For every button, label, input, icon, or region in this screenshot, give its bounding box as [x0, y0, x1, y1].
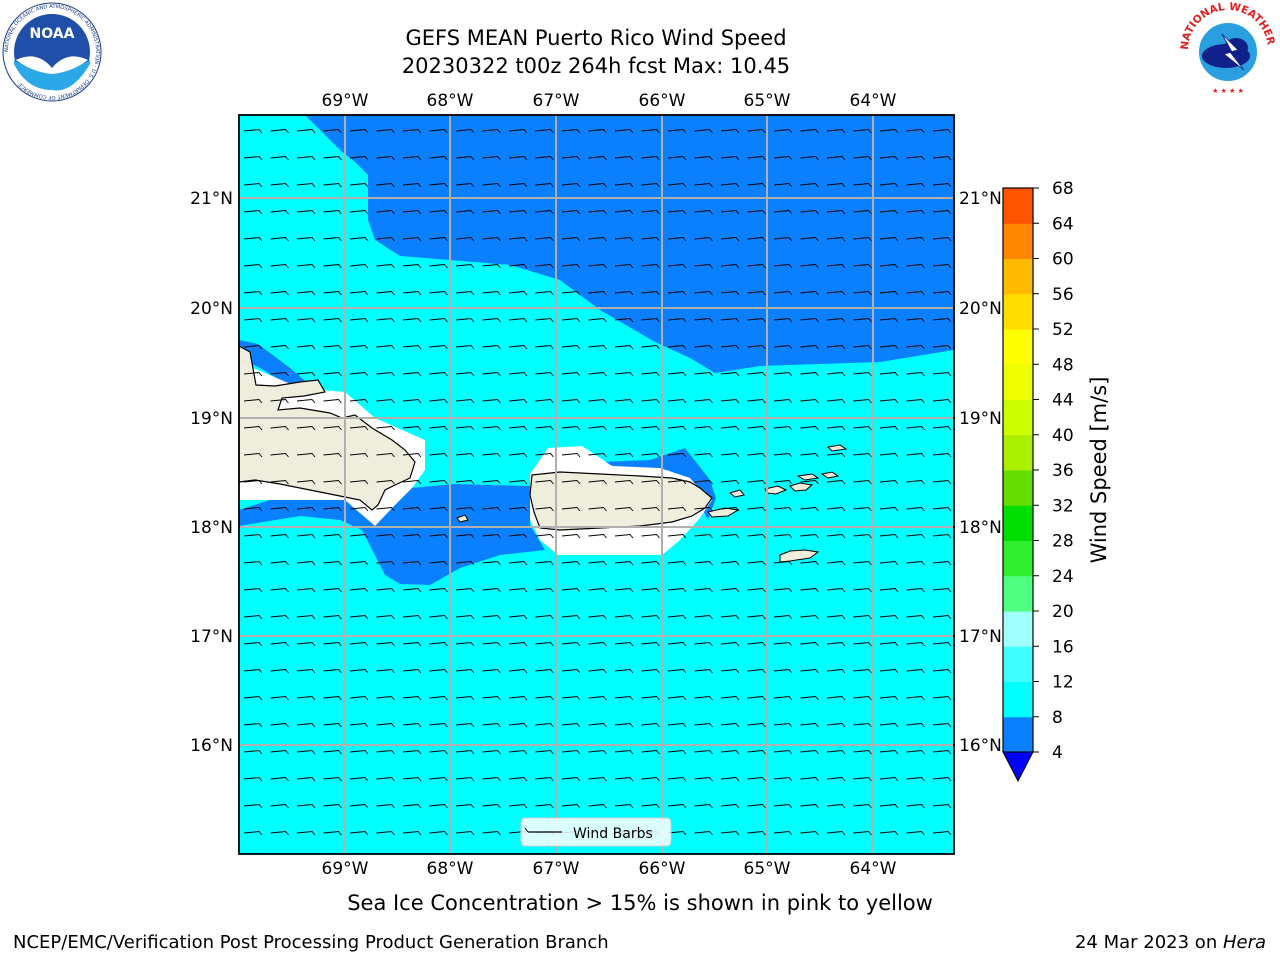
colorbar-segment: [1003, 681, 1033, 718]
colorbar-tick-label: 8: [1052, 708, 1063, 728]
lon-labels-bottom: 69°W 68°W 67°W 66°W 65°W 64°W: [322, 859, 897, 879]
wind-barbs-field: [239, 115, 954, 854]
lat-label-right: 21°N: [959, 189, 1002, 209]
colorbar-tick-label: 52: [1052, 320, 1074, 340]
lon-label-top: 65°W: [744, 91, 791, 111]
lat-label-right: 20°N: [959, 299, 1002, 319]
noaa-logo-text: NOAA: [30, 26, 75, 42]
colorbar-tick-label: 20: [1052, 602, 1074, 622]
lat-labels-left: 21°N 20°N 19°N 18°N 17°N 16°N: [190, 189, 233, 756]
colorbar-tick-label: 28: [1052, 532, 1074, 552]
graticule: [239, 115, 954, 854]
colorbar-tick-label: 4: [1052, 743, 1063, 763]
lat-label-right: 16°N: [959, 736, 1002, 756]
colorbar-tick-label: 16: [1052, 637, 1074, 657]
colorbar-segments: [1003, 188, 1033, 753]
colorbar-segment: [1003, 258, 1033, 295]
lat-label-right: 18°N: [959, 518, 1002, 538]
plot-title-line1: GEFS MEAN Puerto Rico Wind Speed: [405, 26, 787, 50]
colorbar-segment: [1003, 434, 1033, 471]
footer-date: 24 Mar 2023 on: [1074, 932, 1223, 953]
colorbar-segment: [1003, 646, 1033, 682]
lat-label-left: 20°N: [190, 299, 233, 319]
lat-label-left: 18°N: [190, 518, 233, 538]
colorbar-segment: [1003, 505, 1033, 541]
wind-barbs-legend: Wind Barbs: [520, 817, 672, 847]
lon-label-bottom: 68°W: [427, 859, 474, 879]
footer-left: NCEP/EMC/Verification Post Processing Pr…: [13, 932, 609, 953]
colorbar-tick-label: 48: [1052, 355, 1074, 375]
lat-label-right: 17°N: [959, 627, 1002, 647]
colorbar-label: Wind Speed [m/s]: [1087, 377, 1111, 564]
colorbar-tick-label: 24: [1052, 567, 1074, 587]
colorbar-segment: [1003, 575, 1033, 612]
colorbar-underflow-triangle: [1002, 751, 1034, 783]
lat-label-left: 16°N: [190, 736, 233, 756]
lon-label-top: 69°W: [322, 91, 369, 111]
footer-machine: Hera: [1222, 932, 1266, 953]
colorbar-segment: [1003, 399, 1033, 436]
colorbar-tick-label: 68: [1052, 179, 1074, 199]
sea-ice-note-text: Sea Ice Concentration > 15% is shown in …: [347, 891, 933, 915]
colorbar-segment: [1003, 470, 1033, 506]
legend-label: Wind Barbs: [573, 826, 653, 842]
lon-label-top: 67°W: [533, 91, 580, 111]
colorbar-tick-label: 12: [1052, 673, 1074, 693]
colorbar-segment: [1003, 329, 1033, 365]
colorbar-tick-label: 60: [1052, 250, 1074, 270]
colorbar-tick-label: 44: [1052, 391, 1074, 411]
lon-label-top: 64°W: [850, 91, 897, 111]
nws-logo: NATIONAL WEATHER SERVICE ★ ★ ★ ★: [1174, 0, 1278, 100]
lat-label-left: 19°N: [190, 409, 233, 429]
lat-label-left: 17°N: [190, 627, 233, 647]
footer-right: 24 Mar 2023 on Hera: [1075, 932, 1266, 953]
colorbar-tick-label: 32: [1052, 496, 1074, 516]
colorbar-tick-label: 56: [1052, 285, 1074, 305]
lon-label-bottom: 66°W: [639, 859, 686, 879]
sea-ice-note: Sea Ice Concentration > 15% is shown in …: [0, 891, 1280, 915]
lon-label-bottom: 65°W: [744, 859, 791, 879]
lon-labels-top: 69°W 68°W 67°W 66°W 65°W 64°W: [322, 91, 897, 111]
lon-label-bottom: 69°W: [322, 859, 369, 879]
lon-label-bottom: 64°W: [850, 859, 897, 879]
lat-label-right: 19°N: [959, 409, 1002, 429]
colorbar-tick-label: 40: [1052, 426, 1074, 446]
colorbar-tick-label: 36: [1052, 461, 1074, 481]
nws-stars: ★ ★ ★ ★: [1212, 87, 1244, 95]
colorbar-segment: [1003, 611, 1033, 647]
colorbar-segment: [1003, 293, 1033, 330]
colorbar-segment: [1003, 716, 1033, 753]
colorbar-segment: [1003, 540, 1033, 577]
lon-label-bottom: 67°W: [533, 859, 580, 879]
colorbar-segment: [1003, 223, 1033, 259]
lat-label-left: 21°N: [190, 189, 233, 209]
colorbar-segment: [1003, 188, 1033, 224]
lat-labels-right: 21°N 20°N 19°N 18°N 17°N 16°N: [959, 189, 1002, 756]
lon-label-top: 66°W: [639, 91, 686, 111]
plot-title-line2: 20230322 t00z 264h fcst Max: 10.45: [401, 54, 791, 78]
noaa-logo: NOAA NATIONAL OCEANIC AND ATMOSPHERIC AD…: [2, 2, 102, 102]
colorbar-tick-label: 64: [1052, 214, 1074, 234]
map-frame: [238, 114, 955, 855]
lon-label-top: 68°W: [427, 91, 474, 111]
colorbar-segment: [1003, 364, 1033, 400]
